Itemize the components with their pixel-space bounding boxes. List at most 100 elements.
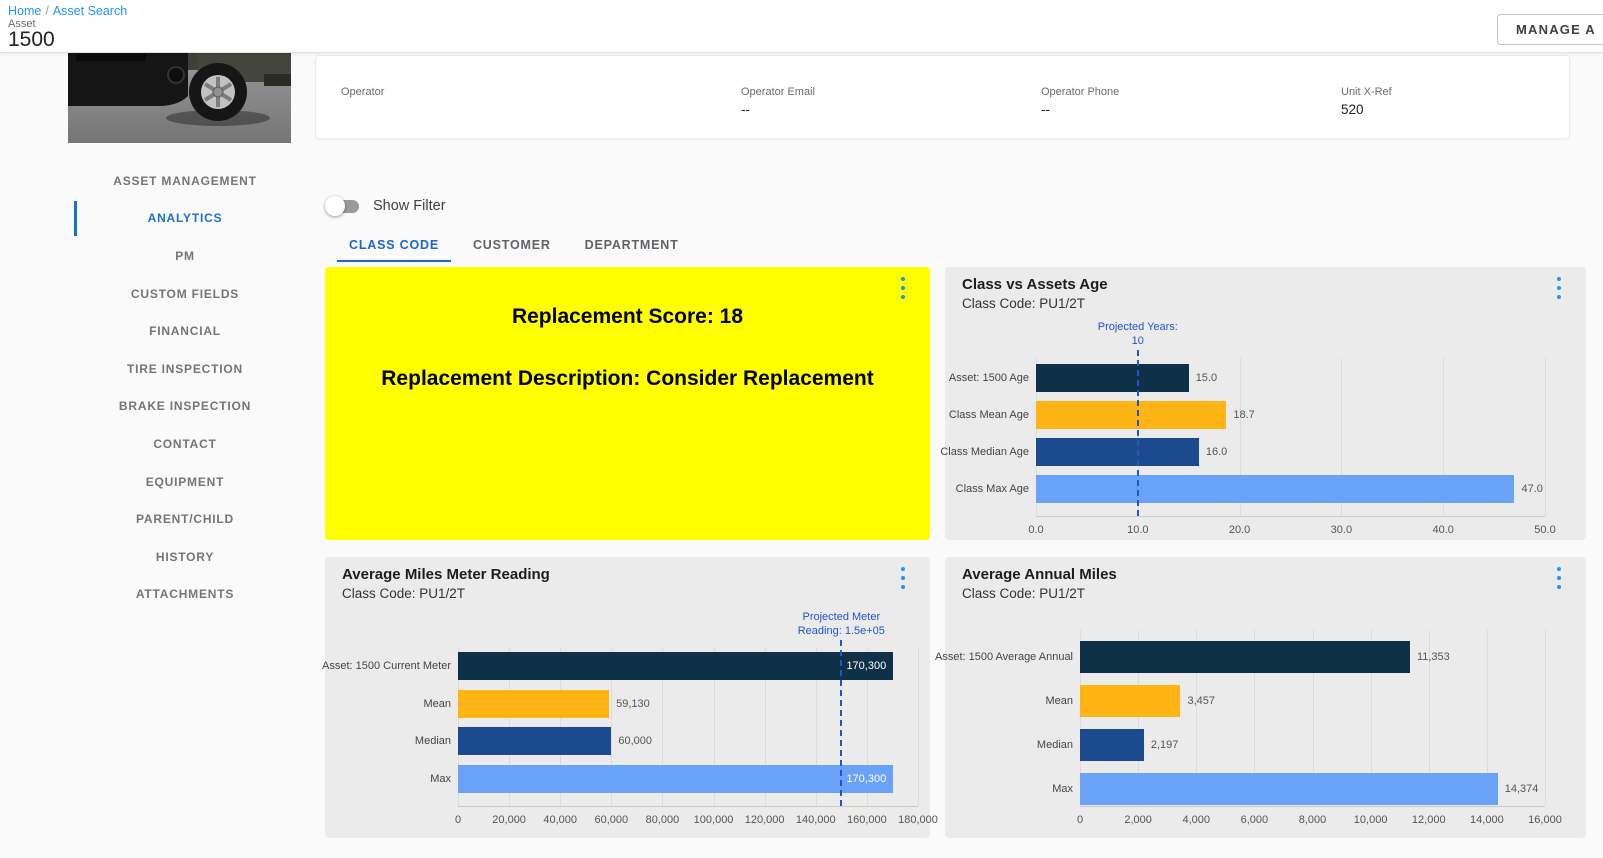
kebab-menu-icon[interactable] <box>1552 277 1566 299</box>
info-field-operator-phone: Operator Phone -- <box>1041 86 1119 117</box>
x-tick-label: 0 <box>1077 814 1083 826</box>
value-label: 170,300 <box>846 773 886 785</box>
sidebar-item-analytics[interactable]: ANALYTICS <box>60 200 310 238</box>
category-label: Median <box>415 735 451 747</box>
info-field-label: Operator Phone <box>1041 86 1119 98</box>
projected-label: Projected MeterReading: 1.5e+05 <box>798 610 885 638</box>
tab-customer[interactable]: CUSTOMER <box>461 232 563 262</box>
projected-line <box>840 640 842 806</box>
value-label: 2,197 <box>1151 739 1179 751</box>
value-label: 14,374 <box>1505 783 1539 795</box>
x-tick-label: 10.0 <box>1127 524 1148 536</box>
kebab-dot <box>901 567 905 571</box>
sidebar-item-pm[interactable]: PM <box>60 237 310 275</box>
sidebar-item-parent-child[interactable]: PARENT/CHILD <box>60 500 310 538</box>
breadcrumb: Home/Asset Search <box>8 4 131 18</box>
chart-subtitle: Class Code: PU1/2T <box>962 296 1085 311</box>
category-label: Max <box>430 773 451 785</box>
x-tick-label: 20.0 <box>1229 524 1250 536</box>
sidebar-item-contact[interactable]: CONTACT <box>60 425 310 463</box>
chart-average-annual-miles: Average Annual MilesClass Code: PU1/2T02… <box>945 557 1586 838</box>
chart-title: Average Miles Meter Reading <box>342 566 550 583</box>
chart-plot-area: 0.010.020.030.040.050.0Asset: 1500 Age15… <box>1036 358 1545 517</box>
kebab-dot <box>901 576 905 580</box>
info-field-operator-email: Operator Email-- <box>741 86 815 117</box>
sidebar-item-label: ASSET MANAGEMENT <box>113 174 256 188</box>
x-tick-label: 40.0 <box>1432 524 1453 536</box>
tab-department[interactable]: DEPARTMENT <box>573 232 691 262</box>
kebab-dot <box>1557 567 1561 571</box>
kebab-menu-icon[interactable] <box>1552 567 1566 589</box>
sidebar-item-label: CUSTOM FIELDS <box>131 287 239 301</box>
projected-label-line: 10 <box>1098 334 1178 348</box>
value-label: 47.0 <box>1521 483 1542 495</box>
chart-subtitle: Class Code: PU1/2T <box>342 586 465 601</box>
x-tick-label: 6,000 <box>1241 814 1269 826</box>
value-label: 59,130 <box>616 698 650 710</box>
x-tick-label: 0.0 <box>1028 524 1043 536</box>
value-label: 16.0 <box>1206 446 1227 458</box>
sidebar-item-label: PM <box>175 249 195 263</box>
show-filter-label: Show Filter <box>373 198 446 214</box>
sidebar-item-label: BRAKE INSPECTION <box>119 399 251 413</box>
replacement-score-text: Replacement Score: 18 <box>325 305 930 329</box>
x-tick-label: 10,000 <box>1354 814 1388 826</box>
sidebar-item-label: ANALYTICS <box>148 211 223 225</box>
x-tick-label: 14,000 <box>1470 814 1504 826</box>
info-field-label: Unit X-Ref <box>1341 86 1392 98</box>
category-label: Class Mean Age <box>949 409 1029 421</box>
info-field-label: Operator Email <box>741 86 815 98</box>
gridline <box>1545 630 1546 806</box>
sidebar-item-financial[interactable]: FINANCIAL <box>60 312 310 350</box>
category-label: Median <box>1037 739 1073 751</box>
value-label: 15.0 <box>1196 372 1217 384</box>
chart-plot-area: 020,00040,00060,00080,000100,000120,0001… <box>458 648 918 807</box>
bar-class-median-age <box>1036 438 1199 466</box>
sidebar-item-tire-inspection[interactable]: TIRE INSPECTION <box>60 350 310 388</box>
info-field-value: -- <box>1041 102 1119 117</box>
kebab-menu-icon[interactable] <box>896 567 910 589</box>
x-tick-label: 20,000 <box>492 814 526 826</box>
breadcrumb-link-asset-search[interactable]: Asset Search <box>53 4 127 18</box>
x-tick-label: 40,000 <box>543 814 577 826</box>
x-tick-label: 12,000 <box>1412 814 1446 826</box>
chart-title: Average Annual Miles <box>962 566 1117 583</box>
info-field-unit-x-ref: Unit X-Ref520 <box>1341 86 1392 117</box>
kebab-menu-icon[interactable] <box>896 277 910 299</box>
replacement-description-text: Replacement Description: Consider Replac… <box>325 367 930 391</box>
asset-id: 1500 <box>8 28 55 52</box>
x-tick-label: 30.0 <box>1331 524 1352 536</box>
bar-mean <box>1080 685 1180 717</box>
sidebar-item-label: PARENT/CHILD <box>136 512 234 526</box>
sidebar-item-asset-management[interactable]: ASSET MANAGEMENT <box>60 162 310 200</box>
x-tick-label: 0 <box>455 814 461 826</box>
value-label: 3,457 <box>1187 695 1215 707</box>
sidebar-item-custom-fields[interactable]: CUSTOM FIELDS <box>60 275 310 313</box>
tab-class-code[interactable]: CLASS CODE <box>337 232 451 262</box>
category-label: Mean <box>1045 695 1073 707</box>
x-tick-label: 140,000 <box>796 814 836 826</box>
projected-label-line: Projected Meter <box>798 610 885 624</box>
info-field-label: Operator <box>341 86 384 98</box>
sidebar-item-label: EQUIPMENT <box>146 475 225 489</box>
sidebar-item-equipment[interactable]: EQUIPMENT <box>60 463 310 501</box>
bar-class-mean-age <box>1036 401 1226 429</box>
breadcrumb-link-home[interactable]: Home <box>8 4 41 18</box>
bar-asset-1500-current-meter <box>458 652 893 680</box>
x-tick-label: 120,000 <box>745 814 785 826</box>
x-tick-label: 80,000 <box>646 814 680 826</box>
value-label: 170,300 <box>846 660 886 672</box>
x-tick-label: 60,000 <box>595 814 629 826</box>
show-filter-toggle[interactable] <box>325 196 361 216</box>
x-tick-label: 16,000 <box>1528 814 1562 826</box>
info-field-operator: Operator <box>341 86 384 102</box>
chart-title: Class vs Assets Age <box>962 276 1108 293</box>
sidebar-item-attachments[interactable]: ATTACHMENTS <box>60 576 310 614</box>
truck-image <box>68 48 291 143</box>
category-label: Asset: 1500 Current Meter <box>322 660 451 672</box>
sidebar-item-history[interactable]: HISTORY <box>60 538 310 576</box>
chart-class-vs-assets-age: Class vs Assets Age Class Code: PU1/2T 0.0… <box>945 267 1586 540</box>
sidebar-item-brake-inspection[interactable]: BRAKE INSPECTION <box>60 388 310 426</box>
manage-asset-button[interactable]: MANAGE A <box>1497 14 1603 45</box>
chart-plot-area: 02,0004,0006,0008,00010,00012,00014,0001… <box>1080 630 1545 807</box>
